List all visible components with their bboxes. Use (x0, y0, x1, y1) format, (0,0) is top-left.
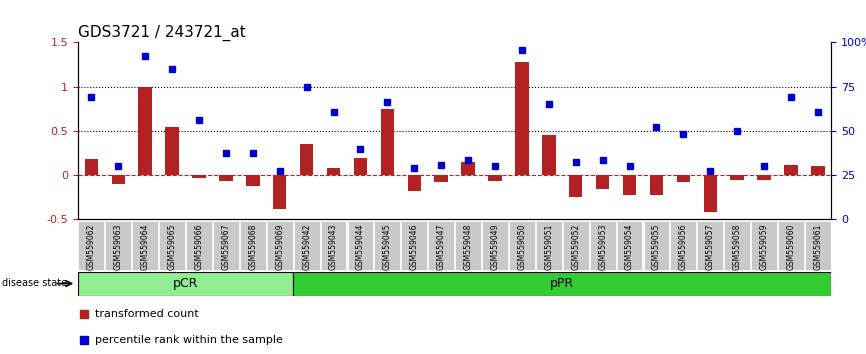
Text: GSM559065: GSM559065 (168, 224, 177, 270)
FancyBboxPatch shape (106, 221, 132, 270)
Text: GSM559057: GSM559057 (706, 224, 714, 270)
Text: GSM559048: GSM559048 (463, 224, 473, 270)
Bar (192, 175, 206, 178)
FancyBboxPatch shape (159, 221, 185, 270)
FancyBboxPatch shape (186, 221, 212, 270)
FancyBboxPatch shape (294, 272, 831, 296)
Bar (326, 168, 340, 175)
Bar (246, 175, 260, 186)
Text: GSM559069: GSM559069 (275, 224, 284, 270)
Bar (85, 159, 98, 175)
Text: GSM559042: GSM559042 (302, 224, 311, 270)
Bar (462, 162, 475, 175)
Bar (488, 175, 501, 181)
Bar (730, 175, 744, 180)
Text: GDS3721 / 243721_at: GDS3721 / 243721_at (78, 25, 246, 41)
Text: percentile rank within the sample: percentile rank within the sample (94, 335, 282, 345)
FancyBboxPatch shape (374, 221, 400, 270)
Text: GSM559062: GSM559062 (87, 224, 96, 270)
Text: GSM559053: GSM559053 (598, 224, 607, 270)
Bar (408, 175, 421, 191)
FancyBboxPatch shape (536, 221, 562, 270)
FancyBboxPatch shape (78, 272, 294, 296)
FancyBboxPatch shape (590, 221, 616, 270)
Text: GSM559063: GSM559063 (113, 224, 123, 270)
Text: GSM559056: GSM559056 (679, 224, 688, 270)
Bar (219, 175, 233, 181)
Text: GSM559047: GSM559047 (436, 224, 446, 270)
FancyBboxPatch shape (778, 221, 804, 270)
FancyBboxPatch shape (456, 221, 481, 270)
Bar (676, 175, 690, 182)
Text: GSM559060: GSM559060 (786, 224, 796, 270)
Text: GSM559044: GSM559044 (356, 224, 365, 270)
Text: GSM559068: GSM559068 (249, 224, 257, 270)
FancyBboxPatch shape (643, 221, 669, 270)
FancyBboxPatch shape (267, 221, 293, 270)
Bar (515, 62, 528, 175)
Bar (353, 158, 367, 175)
Text: pPR: pPR (550, 277, 574, 290)
Text: transformed count: transformed count (94, 309, 198, 319)
Bar (811, 166, 824, 175)
FancyBboxPatch shape (429, 221, 454, 270)
Text: GSM559054: GSM559054 (625, 224, 634, 270)
Bar (300, 144, 313, 175)
Text: pCR: pCR (173, 277, 198, 290)
Bar (381, 109, 394, 175)
Bar (139, 87, 152, 175)
Text: GSM559064: GSM559064 (140, 224, 150, 270)
Bar (273, 175, 287, 209)
FancyBboxPatch shape (724, 221, 750, 270)
FancyBboxPatch shape (79, 221, 104, 270)
FancyBboxPatch shape (240, 221, 266, 270)
FancyBboxPatch shape (401, 221, 427, 270)
FancyBboxPatch shape (132, 221, 158, 270)
Bar (758, 175, 771, 180)
Text: GSM559059: GSM559059 (759, 224, 769, 270)
Text: GSM559061: GSM559061 (813, 224, 823, 270)
FancyBboxPatch shape (294, 221, 320, 270)
Bar (435, 175, 448, 182)
Bar (623, 175, 637, 195)
Text: GSM559066: GSM559066 (195, 224, 204, 270)
Text: GSM559046: GSM559046 (410, 224, 419, 270)
FancyBboxPatch shape (320, 221, 346, 270)
Bar (112, 175, 125, 184)
Text: GSM559067: GSM559067 (222, 224, 230, 270)
Text: GSM559055: GSM559055 (652, 224, 661, 270)
FancyBboxPatch shape (347, 221, 373, 270)
Bar (785, 165, 798, 175)
Text: GSM559052: GSM559052 (572, 224, 580, 270)
FancyBboxPatch shape (509, 221, 535, 270)
Text: GSM559050: GSM559050 (517, 224, 527, 270)
FancyBboxPatch shape (670, 221, 696, 270)
Bar (596, 175, 610, 188)
Text: GSM559049: GSM559049 (490, 224, 500, 270)
FancyBboxPatch shape (482, 221, 508, 270)
Text: GSM559043: GSM559043 (329, 224, 338, 270)
FancyBboxPatch shape (697, 221, 723, 270)
Bar (542, 135, 556, 175)
FancyBboxPatch shape (213, 221, 239, 270)
Bar (650, 175, 663, 195)
Bar (703, 175, 717, 212)
Text: GSM559045: GSM559045 (383, 224, 392, 270)
FancyBboxPatch shape (563, 221, 589, 270)
Text: GSM559051: GSM559051 (545, 224, 553, 270)
FancyBboxPatch shape (805, 221, 830, 270)
Bar (165, 127, 179, 175)
Text: disease state: disease state (2, 278, 67, 288)
FancyBboxPatch shape (617, 221, 643, 270)
Text: GSM559058: GSM559058 (733, 224, 741, 270)
Bar (569, 175, 583, 198)
FancyBboxPatch shape (751, 221, 777, 270)
